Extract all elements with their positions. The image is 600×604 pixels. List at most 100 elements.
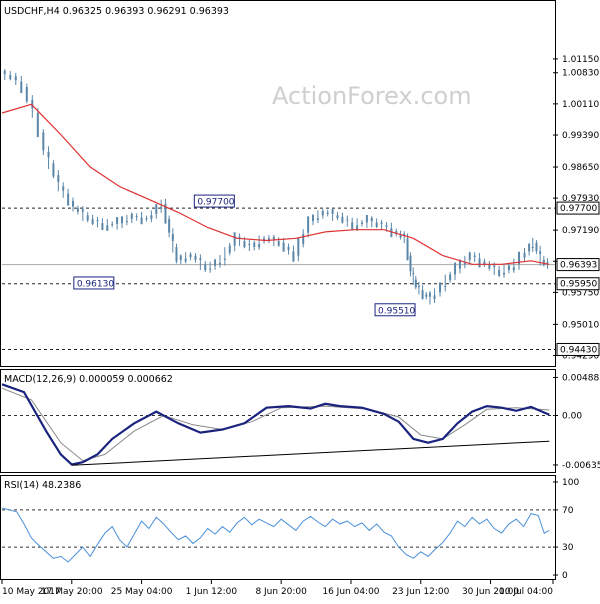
candle-body: [341, 216, 344, 223]
x-tick-label: 17 May 20:00: [41, 587, 103, 597]
rsi-panel-frame: [0, 475, 556, 580]
candle-body: [238, 236, 241, 239]
candle-body: [228, 245, 231, 253]
candle-body: [336, 215, 339, 219]
candle-body: [331, 209, 334, 214]
candle-body: [385, 225, 388, 227]
candle-body: [546, 261, 549, 263]
candle-body: [20, 81, 23, 94]
price-ytick-label: 0.95010: [562, 320, 599, 330]
price-ytick-label: 1.01150: [562, 55, 599, 65]
candle-body: [316, 218, 319, 220]
candle-body: [312, 215, 315, 222]
candle-body: [52, 163, 55, 177]
price-ytick-label: 0.99390: [562, 131, 599, 141]
candle-body: [302, 234, 305, 245]
price-ytick-label: 0.95750: [562, 288, 599, 298]
level-tag-label: 0.94430: [560, 345, 597, 355]
candle-body: [214, 259, 217, 266]
candle-body: [409, 255, 412, 272]
candle-body: [321, 210, 324, 216]
candle-body: [168, 218, 171, 233]
candle-body: [417, 285, 420, 288]
x-tick-label: 8 Jun 20:00: [255, 587, 307, 597]
price-callout-box: [193, 194, 235, 208]
candle-body: [116, 217, 119, 224]
x-tick-label: 16 Jun 04:00: [322, 587, 379, 597]
moving-average-line: [1, 103, 550, 265]
candle-body: [57, 174, 60, 182]
candle-body: [428, 292, 431, 297]
candle-body: [155, 204, 158, 214]
candle-body: [463, 262, 466, 265]
candle-body: [106, 225, 109, 231]
candle-body: [412, 272, 415, 274]
candle-body: [351, 222, 354, 230]
candle-body: [528, 243, 531, 252]
x-tick-label: 30 Jun 20:00: [462, 587, 519, 597]
candle-body: [503, 272, 506, 275]
rsi-panel-title: RSI(14) 48.2386: [4, 480, 81, 491]
candle-body: [439, 282, 442, 293]
candle-body: [184, 258, 187, 262]
candle-body: [62, 186, 65, 191]
candle-body: [356, 225, 359, 230]
candle-body: [175, 246, 178, 262]
price-callout-box: [73, 276, 115, 290]
candle-body: [91, 218, 94, 225]
candle-body: [218, 262, 221, 265]
candle-body: [523, 252, 526, 258]
price-ytick-label: 0.97930: [562, 194, 599, 204]
rsi-ytick-label: 70: [562, 506, 574, 516]
price-ytick-label: 0.97190: [562, 226, 599, 236]
price-ytick-label: 0.94290: [562, 352, 599, 362]
candle-body: [507, 265, 510, 271]
candle-body: [292, 251, 295, 262]
price-callout-label: 0.96130: [77, 279, 114, 289]
candle-body: [204, 264, 207, 271]
candle-body: [282, 242, 285, 252]
candle-body: [243, 241, 246, 248]
candle-body: [458, 259, 461, 269]
candle-body: [101, 223, 104, 230]
candle-body: [179, 255, 182, 260]
candle-body: [390, 228, 393, 238]
price-ytick-label: 0.98650: [562, 163, 599, 173]
candle-body: [380, 222, 383, 224]
candle-body: [531, 246, 534, 248]
candle-body: [395, 231, 398, 235]
candle-body: [67, 193, 70, 206]
candle-body: [81, 209, 84, 212]
macd-panel-title: MACD(12,26,9) 0.000059 0.000662: [4, 374, 173, 385]
candle-body: [535, 242, 538, 252]
candle-body: [130, 213, 133, 219]
candle-body: [360, 222, 363, 224]
candle-body: [326, 212, 329, 214]
candle-body: [120, 216, 123, 224]
candle-body: [258, 244, 261, 248]
current-price-label: 0.96393: [560, 261, 597, 271]
candle-body: [454, 262, 457, 275]
rsi-plot: 100 70 30 0: [1, 478, 579, 581]
candle-body: [370, 217, 373, 222]
rsi-ytick-label: 0: [562, 571, 568, 581]
candle-body: [297, 238, 300, 256]
candle-body: [9, 75, 12, 80]
candle-body: [86, 215, 89, 221]
price-ytick-label: 1.00110: [562, 100, 599, 110]
price-callout-box: [374, 303, 416, 317]
price-panel-frame: [0, 0, 556, 367]
candle-body: [512, 267, 515, 271]
macd-ytick-label: 0.00: [562, 411, 582, 421]
x-tick-label: 23 Jun 12:00: [392, 587, 449, 597]
macd-ytick-label: 0.004883: [562, 373, 600, 383]
rsi-ytick-label: 100: [562, 478, 579, 488]
watermark: ActionForex.com: [272, 82, 472, 110]
macd-signal-line: [1, 387, 550, 462]
price-panel-title: USDCHF,H4 0.96325 0.96393 0.96291 0.9639…: [4, 6, 229, 17]
level-tag: [556, 342, 600, 356]
candle-body: [199, 258, 202, 260]
rsi-line: [1, 507, 550, 563]
